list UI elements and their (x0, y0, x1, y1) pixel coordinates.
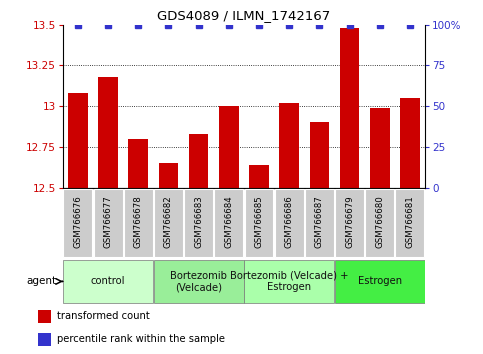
Bar (154, 189, 183, 257)
Bar (396, 189, 425, 257)
Text: GSM766679: GSM766679 (345, 195, 354, 248)
Bar (63, 260, 153, 303)
Bar (158, 163, 178, 188)
Bar (128, 139, 148, 188)
Bar (38, 332, 51, 346)
Text: Estrogen: Estrogen (358, 276, 402, 286)
Text: GSM766681: GSM766681 (405, 195, 414, 248)
Title: GDS4089 / ILMN_1742167: GDS4089 / ILMN_1742167 (157, 9, 330, 22)
Bar (310, 122, 329, 188)
Bar (275, 189, 304, 257)
Bar (38, 309, 51, 323)
Text: GSM766680: GSM766680 (375, 195, 384, 248)
Bar (335, 189, 364, 257)
Bar (219, 106, 239, 188)
Bar (365, 189, 394, 257)
Text: transformed count: transformed count (57, 312, 150, 321)
Text: GSM766685: GSM766685 (255, 195, 264, 248)
Text: GSM766687: GSM766687 (315, 195, 324, 248)
Text: agent: agent (27, 276, 62, 286)
Text: GSM766678: GSM766678 (134, 195, 143, 248)
Bar (214, 189, 243, 257)
Text: percentile rank within the sample: percentile rank within the sample (57, 335, 225, 344)
Bar (305, 189, 334, 257)
Bar (184, 189, 213, 257)
Bar (98, 77, 118, 188)
Text: Bortezomib
(Velcade): Bortezomib (Velcade) (170, 270, 227, 292)
Text: GSM766683: GSM766683 (194, 195, 203, 248)
Bar (279, 103, 299, 188)
Bar (124, 189, 153, 257)
Bar (335, 260, 425, 303)
Bar (244, 260, 334, 303)
Text: GSM766686: GSM766686 (284, 195, 294, 248)
Text: GSM766677: GSM766677 (103, 195, 113, 248)
Text: GSM766676: GSM766676 (73, 195, 83, 248)
Bar (94, 189, 123, 257)
Text: GSM766682: GSM766682 (164, 195, 173, 248)
Text: control: control (91, 276, 125, 286)
Bar (154, 260, 243, 303)
Bar (249, 165, 269, 188)
Bar (189, 134, 209, 188)
Bar (63, 189, 92, 257)
Bar (340, 28, 359, 188)
Text: Bortezomib (Velcade) +
Estrogen: Bortezomib (Velcade) + Estrogen (230, 270, 348, 292)
Bar (68, 93, 88, 188)
Bar (370, 108, 390, 188)
Bar (244, 189, 273, 257)
Bar (400, 98, 420, 188)
Text: GSM766684: GSM766684 (224, 195, 233, 248)
